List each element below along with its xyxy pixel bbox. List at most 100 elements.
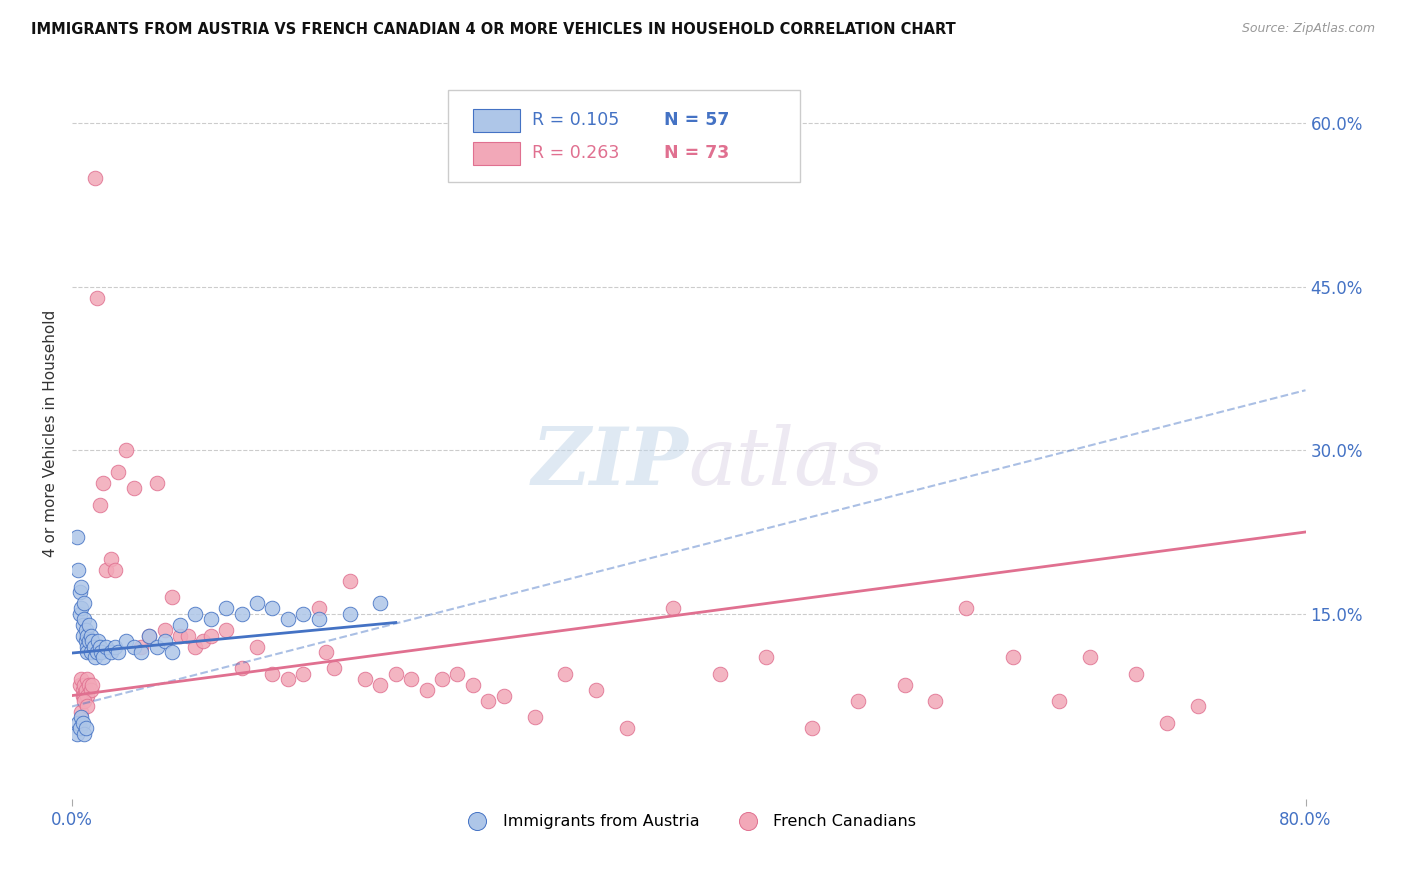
Point: [80, 678, 103, 692]
Point: [709, 666, 731, 681]
Point: [84, 170, 107, 185]
Point: [415, 683, 437, 698]
Point: [91, 650, 114, 665]
Point: [104, 640, 127, 654]
Point: [262, 666, 284, 681]
FancyBboxPatch shape: [472, 109, 520, 132]
Point: [89, 498, 111, 512]
Point: [72, 629, 94, 643]
Text: Source: ZipAtlas.com: Source: ZipAtlas.com: [1241, 22, 1375, 36]
Point: [184, 640, 207, 654]
Point: [1156, 715, 1178, 730]
Point: [146, 640, 169, 654]
Point: [176, 629, 198, 643]
Point: [138, 629, 160, 643]
Point: [385, 666, 408, 681]
Point: [76, 645, 98, 659]
Point: [67, 715, 90, 730]
Point: [77, 678, 100, 692]
FancyBboxPatch shape: [449, 90, 800, 182]
Point: [94, 640, 117, 654]
Point: [76, 672, 98, 686]
Text: N = 73: N = 73: [664, 145, 730, 162]
Point: [1047, 694, 1070, 708]
Point: [70, 710, 93, 724]
Point: [215, 623, 238, 637]
Point: [461, 678, 484, 692]
Point: [73, 689, 96, 703]
Point: [339, 574, 361, 588]
Point: [115, 443, 138, 458]
Point: [75, 683, 97, 698]
Point: [191, 634, 214, 648]
Point: [70, 705, 93, 719]
Point: [90, 645, 112, 659]
Point: [616, 721, 638, 735]
Point: [73, 612, 96, 626]
Point: [492, 689, 515, 703]
Point: [662, 601, 685, 615]
Point: [801, 721, 824, 735]
Point: [70, 601, 93, 615]
Point: [76, 640, 98, 654]
Point: [292, 666, 315, 681]
Point: [80, 634, 103, 648]
Point: [477, 694, 499, 708]
Point: [1001, 650, 1024, 665]
Point: [73, 596, 96, 610]
Point: [246, 596, 269, 610]
Point: [70, 580, 93, 594]
Point: [73, 694, 96, 708]
Point: [399, 672, 422, 686]
Point: [955, 601, 977, 615]
Point: [585, 683, 607, 698]
Point: [122, 640, 145, 654]
Point: [87, 634, 110, 648]
Point: [323, 661, 346, 675]
Point: [1125, 666, 1147, 681]
Point: [315, 645, 337, 659]
Point: [246, 640, 269, 654]
Point: [308, 612, 330, 626]
Point: [169, 617, 191, 632]
Point: [231, 661, 253, 675]
Point: [755, 650, 778, 665]
Point: [79, 645, 101, 659]
Point: [153, 634, 176, 648]
Point: [370, 678, 392, 692]
Point: [79, 683, 101, 698]
Point: [200, 612, 222, 626]
Point: [86, 291, 108, 305]
Point: [200, 629, 222, 643]
Point: [73, 727, 96, 741]
Point: [73, 678, 96, 692]
Point: [75, 634, 97, 648]
Point: [72, 715, 94, 730]
Point: [153, 623, 176, 637]
Point: [107, 645, 129, 659]
Point: [84, 650, 107, 665]
FancyBboxPatch shape: [472, 142, 520, 165]
Point: [76, 699, 98, 714]
Point: [131, 640, 153, 654]
Point: [215, 601, 238, 615]
Point: [89, 640, 111, 654]
Text: atlas: atlas: [689, 425, 884, 502]
Point: [231, 607, 253, 621]
Point: [94, 563, 117, 577]
Point: [69, 678, 91, 692]
Point: [77, 617, 100, 632]
Point: [848, 694, 870, 708]
Point: [446, 666, 468, 681]
Point: [1078, 650, 1101, 665]
Point: [354, 672, 377, 686]
Point: [370, 596, 392, 610]
Point: [430, 672, 453, 686]
Point: [146, 475, 169, 490]
Point: [76, 689, 98, 703]
Point: [70, 672, 93, 686]
Point: [115, 634, 138, 648]
Point: [100, 552, 122, 566]
Point: [83, 640, 105, 654]
Point: [277, 672, 299, 686]
